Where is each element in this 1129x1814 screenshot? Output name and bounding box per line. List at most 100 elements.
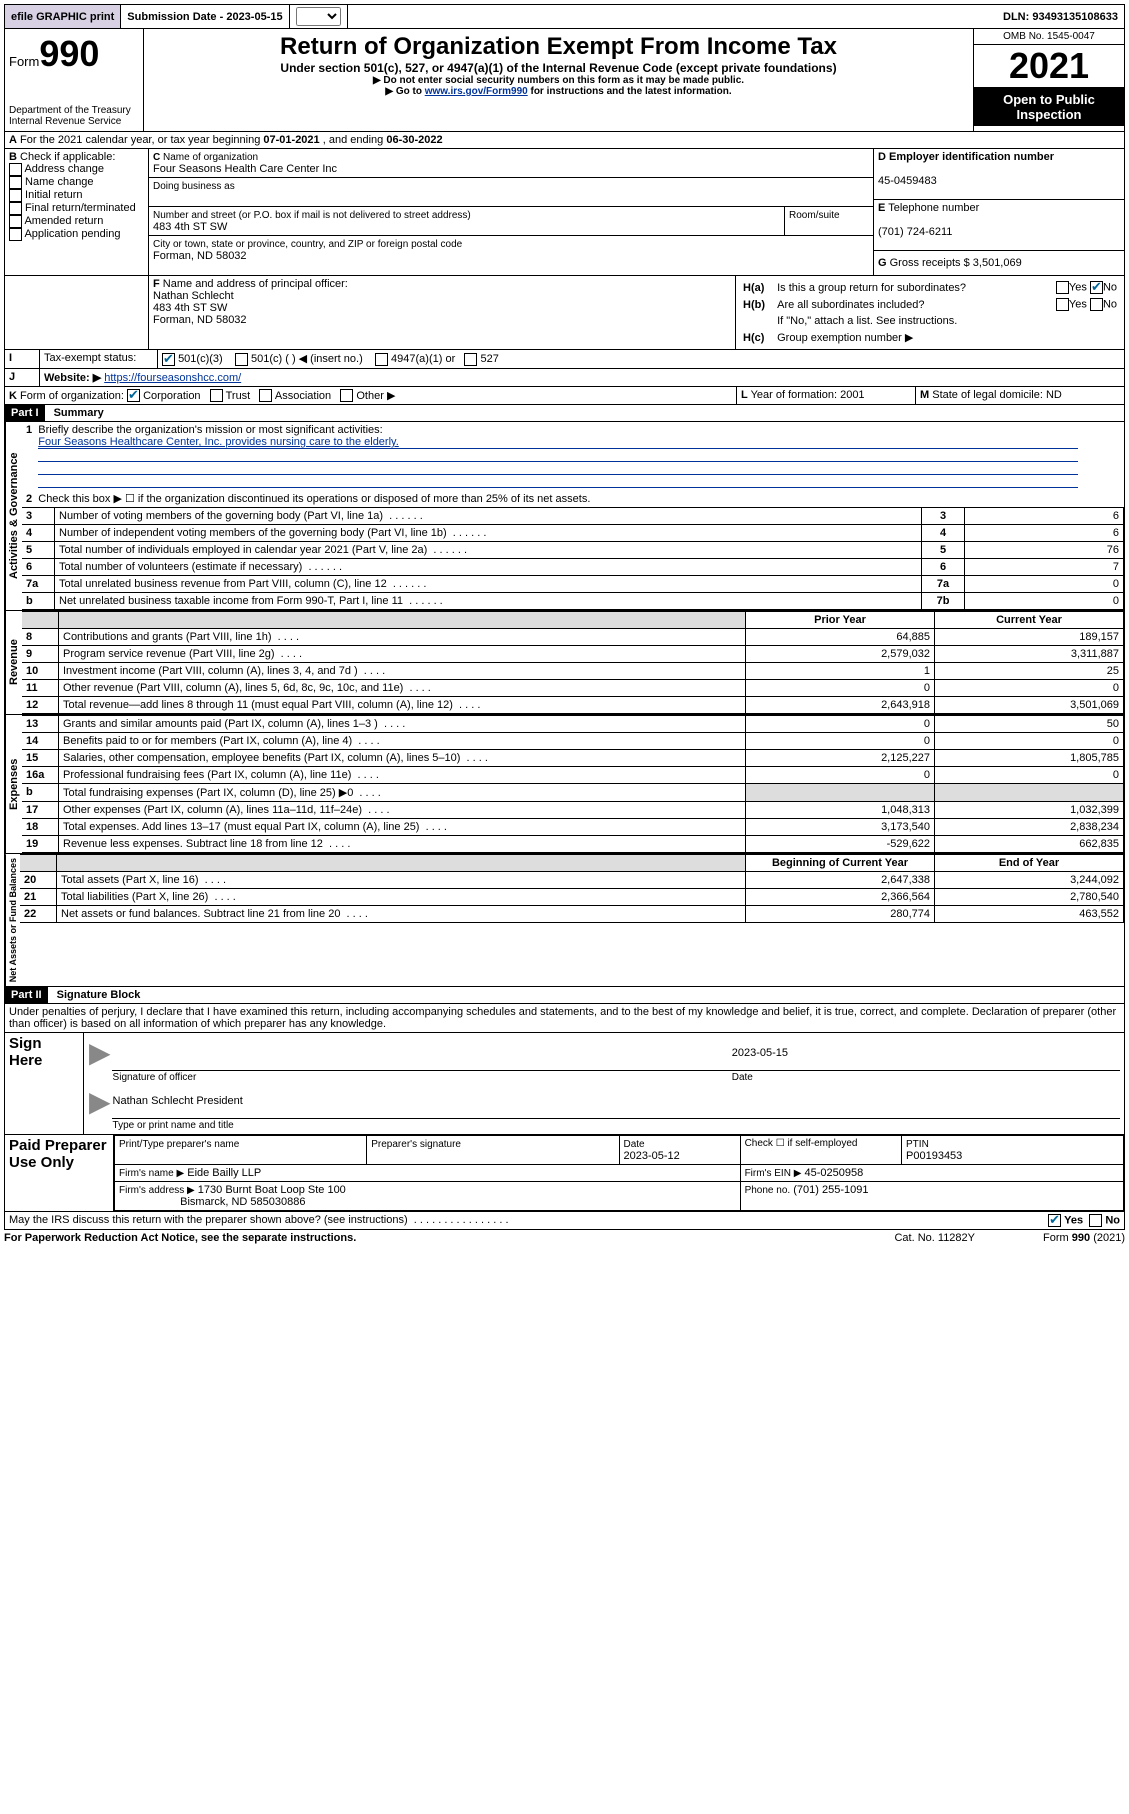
- preparer-date: 2023-05-12: [624, 1150, 680, 1162]
- org-city: Forman, ND 58032: [153, 250, 247, 262]
- may-no: No: [1105, 1215, 1120, 1227]
- sig-officer-label: Signature of officer: [112, 1070, 731, 1084]
- mission-link[interactable]: Four Seasons Healthcare Center, Inc. pro…: [38, 436, 399, 448]
- k-opt1: Corporation: [143, 390, 200, 402]
- b-checkbox[interactable]: [9, 176, 22, 189]
- i-opt1: 501(c)(3): [178, 353, 223, 365]
- header-right: OMB No. 1545-0047 2021 Open to Public In…: [973, 29, 1124, 131]
- table-header-row: Prior YearCurrent Year: [22, 612, 1124, 629]
- hc-text: Group exemption number ▶: [776, 330, 1118, 345]
- room-label: Room/suite: [789, 210, 840, 221]
- officer-typed-name: Nathan Schlecht President: [112, 1084, 1120, 1119]
- table-row: 18Total expenses. Add lines 13–17 (must …: [22, 819, 1124, 836]
- table-row: 17Other expenses (Part IX, column (A), l…: [22, 802, 1124, 819]
- i-4947-checkbox[interactable]: [375, 353, 388, 366]
- officer-sig-date: 2023-05-15: [731, 1035, 1120, 1070]
- k-opt3: Association: [275, 390, 331, 402]
- hb-no-checkbox[interactable]: [1090, 298, 1103, 311]
- table-row: 13Grants and similar amounts paid (Part …: [22, 716, 1124, 733]
- revenue-block: Revenue Prior YearCurrent Year8Contribut…: [4, 611, 1125, 715]
- form990-link[interactable]: www.irs.gov/Form990: [425, 86, 528, 97]
- i-527-checkbox[interactable]: [464, 353, 477, 366]
- side-revenue: Revenue: [5, 611, 22, 714]
- bcdeg-row: B Check if applicable: Address change Na…: [4, 149, 1125, 276]
- box-c: C Name of organization Four Seasons Heal…: [149, 149, 874, 275]
- footer-mid: Cat. No. 11282Y: [894, 1232, 975, 1244]
- tax-year: 2021: [974, 45, 1124, 88]
- i-501c3-checkbox[interactable]: [162, 353, 175, 366]
- may-yes: Yes: [1064, 1215, 1083, 1227]
- k-opt2: Trust: [226, 390, 251, 402]
- no-label: No: [1103, 281, 1117, 293]
- website-link[interactable]: https://fourseasonshcc.com/: [104, 372, 241, 384]
- gross-label: Gross receipts $: [890, 257, 970, 269]
- header-mid: Return of Organization Exempt From Incom…: [144, 29, 973, 131]
- i-501c-checkbox[interactable]: [235, 353, 248, 366]
- efile-print-button[interactable]: efile GRAPHIC print: [5, 5, 121, 28]
- domicile-state: ND: [1046, 389, 1062, 401]
- side-net-assets: Net Assets or Fund Balances: [5, 854, 20, 986]
- yes-label2: Yes: [1069, 298, 1087, 310]
- hb-yes-checkbox[interactable]: [1056, 298, 1069, 311]
- sig-date-label: Date: [731, 1070, 1120, 1084]
- b-checkbox[interactable]: [9, 228, 22, 241]
- line-i: I Tax-exempt status: 501(c)(3) 501(c) ( …: [4, 350, 1125, 369]
- part2-header: Part II Signature Block: [4, 987, 1125, 1004]
- k-other-checkbox[interactable]: [340, 389, 353, 402]
- form-word: Form: [9, 54, 39, 69]
- top-bar: efile GRAPHIC print Submission Date - 20…: [4, 4, 1125, 29]
- submission-date-cell: Submission Date - 2023-05-15: [121, 5, 289, 28]
- addr-label: Number and street (or P.O. box if mail i…: [153, 210, 471, 221]
- b-title: Check if applicable:: [20, 151, 115, 163]
- org-street: 483 4th ST SW: [153, 221, 227, 233]
- table-row: 3Number of voting members of the governi…: [22, 508, 1124, 525]
- box-b: B Check if applicable: Address change Na…: [5, 149, 149, 275]
- line-a-text: For the 2021 calendar year, or tax year …: [20, 134, 263, 146]
- table-row: 15Salaries, other compensation, employee…: [22, 750, 1124, 767]
- preparer-name-label: Print/Type preparer's name: [119, 1139, 239, 1150]
- table-row: 21Total liabilities (Part X, line 26) . …: [20, 889, 1124, 906]
- form-title: Return of Organization Exempt From Incom…: [150, 33, 967, 61]
- b-checkbox[interactable]: [9, 202, 22, 215]
- b-checkbox[interactable]: [9, 189, 22, 202]
- header-sub1: Under section 501(c), 527, or 4947(a)(1)…: [150, 61, 967, 75]
- k-trust-checkbox[interactable]: [210, 389, 223, 402]
- table-row: 14Benefits paid to or for members (Part …: [22, 733, 1124, 750]
- submission-date-label: Submission Date -: [127, 11, 223, 23]
- may-discuss-row: May the IRS discuss this return with the…: [4, 1212, 1125, 1230]
- fh-row: F Name and address of principal officer:…: [4, 276, 1125, 350]
- ein-label: Employer identification number: [889, 151, 1054, 163]
- firm-ein-label: Firm's EIN ▶: [745, 1168, 802, 1179]
- view-select[interactable]: [296, 7, 341, 26]
- k-assoc-checkbox[interactable]: [259, 389, 272, 402]
- phone-label: Telephone number: [888, 202, 979, 214]
- table-row: 19Revenue less expenses. Subtract line 1…: [22, 836, 1124, 853]
- may-yes-checkbox[interactable]: [1048, 1214, 1061, 1227]
- i-opt3: 4947(a)(1) or: [391, 353, 455, 365]
- b-checkbox[interactable]: [9, 163, 22, 176]
- header-sub3: ▶ Go to www.irs.gov/Form990 for instruct…: [150, 86, 967, 97]
- klm-row: K Form of organization: Corporation Trus…: [4, 387, 1125, 406]
- b-checkbox[interactable]: [9, 215, 22, 228]
- ein-value: 45-0459483: [878, 175, 937, 187]
- f-label: Name and address of principal officer:: [163, 278, 348, 290]
- tax-year-begin: 07-01-2021: [263, 134, 319, 146]
- open-inspection: Open to Public Inspection: [974, 88, 1124, 126]
- firm-name-label: Firm's name ▶: [119, 1168, 184, 1179]
- yes-label: Yes: [1069, 281, 1087, 293]
- may-no-checkbox[interactable]: [1089, 1214, 1102, 1227]
- ha-yes-checkbox[interactable]: [1056, 281, 1069, 294]
- box-deg: D Employer identification number 45-0459…: [874, 149, 1124, 275]
- table-row: 4Number of independent voting members of…: [22, 525, 1124, 542]
- city-label: City or town, state or province, country…: [153, 239, 462, 250]
- k-label: Form of organization:: [20, 390, 124, 402]
- table-revenue: Prior YearCurrent Year8Contributions and…: [22, 611, 1124, 714]
- submission-date-value: 2023-05-15: [226, 11, 282, 23]
- table-expenses: 13Grants and similar amounts paid (Part …: [22, 715, 1124, 853]
- table-row: 22Net assets or fund balances. Subtract …: [20, 906, 1124, 923]
- no-label2: No: [1103, 298, 1117, 310]
- firm-addr2: Bismarck, ND 585030886: [180, 1196, 305, 1208]
- k-corp-checkbox[interactable]: [127, 389, 140, 402]
- table-row: 5Total number of individuals employed in…: [22, 542, 1124, 559]
- ha-no-checkbox[interactable]: [1090, 281, 1103, 294]
